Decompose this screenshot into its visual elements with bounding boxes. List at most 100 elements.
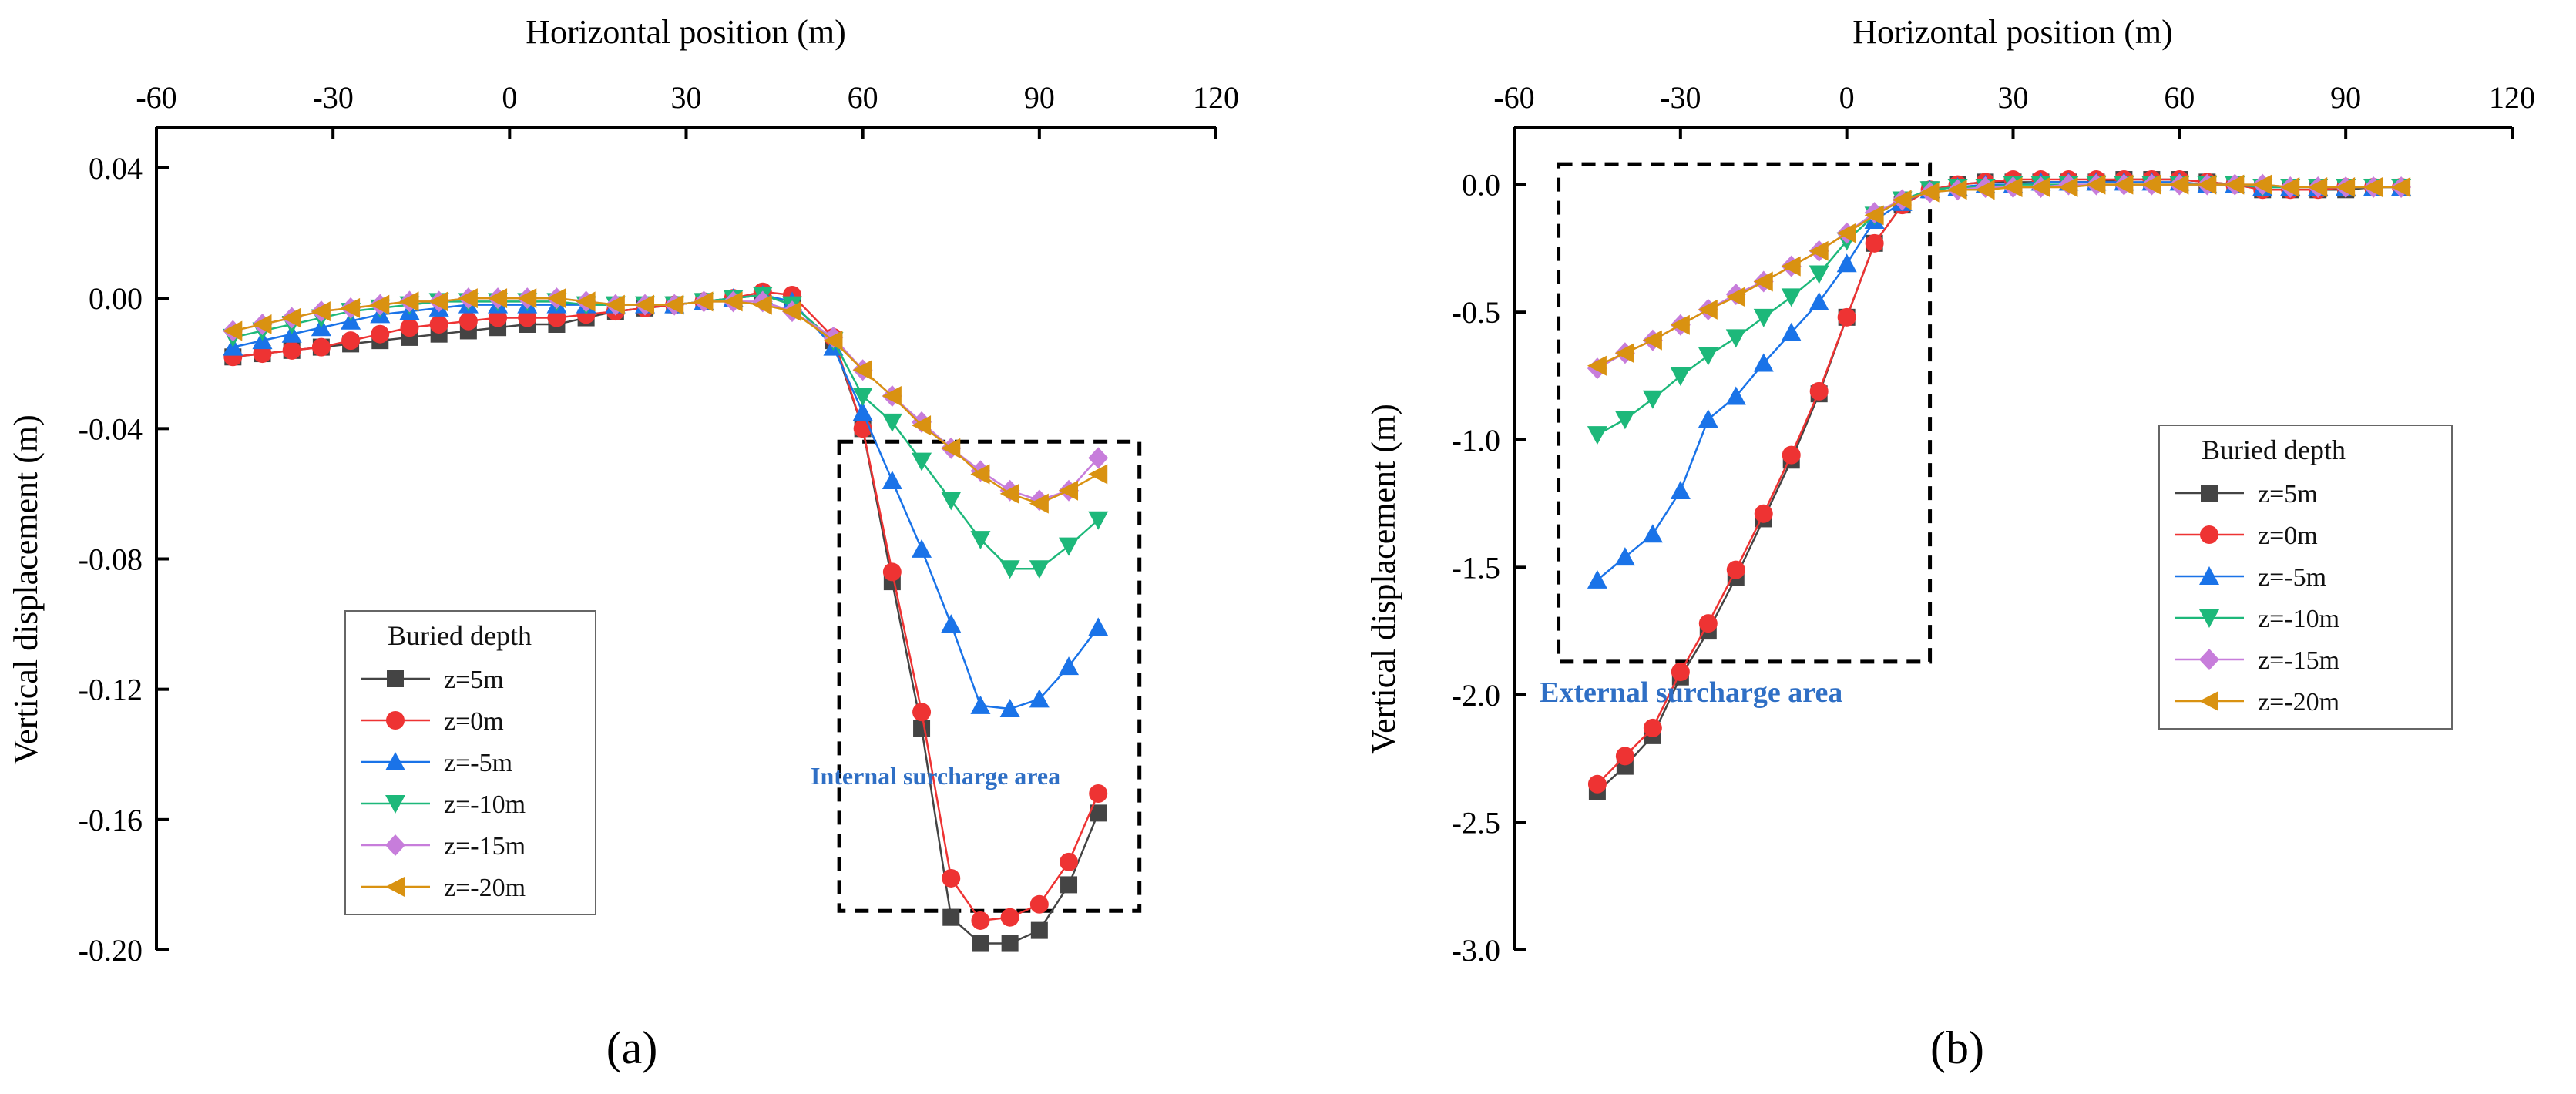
x-tick-label: 60	[848, 80, 878, 115]
data-point	[371, 324, 390, 344]
data-point	[576, 291, 596, 312]
data-point	[1642, 330, 1662, 351]
x-tick-label: 30	[1998, 80, 2029, 115]
data-point	[912, 415, 932, 436]
x-tick-label: -60	[136, 80, 176, 115]
data-point	[1781, 288, 1802, 307]
data-point	[1809, 381, 1829, 401]
data-point	[2363, 176, 2383, 197]
y-tick-label: -3.0	[1452, 933, 1500, 968]
legend-entry: z=-10m	[444, 790, 526, 819]
data-point	[458, 288, 478, 309]
x-tick-label: 90	[2330, 80, 2361, 115]
data-point	[1864, 205, 1884, 226]
data-point	[1725, 329, 1746, 348]
data-point	[1088, 511, 1109, 530]
legend-swatch-marker	[2199, 691, 2218, 711]
x-tick-label: 120	[2489, 80, 2535, 115]
legend-entry: z=-20m	[2258, 688, 2339, 716]
data-point	[1587, 426, 1607, 445]
legend-swatch-marker	[385, 834, 405, 856]
data-point	[913, 720, 931, 737]
data-point	[1698, 347, 1718, 366]
annotation-label: Internal surcharge area	[811, 762, 1060, 790]
data-point	[1089, 784, 1108, 803]
panel-label: (a)	[606, 1022, 658, 1073]
legend-swatch-marker	[2199, 649, 2219, 670]
data-point	[664, 294, 684, 315]
data-point	[370, 294, 390, 315]
data-point	[2141, 174, 2161, 195]
data-point	[2114, 174, 2134, 195]
y-tick-label: -0.08	[79, 542, 143, 577]
data-point	[1060, 876, 1078, 894]
chart-panel-b: Horizontal position (m) -60 -30 0 30 60 90 120 0…	[1365, 13, 2535, 1073]
legend-entry: z=-15m	[444, 832, 526, 861]
data-point	[1671, 663, 1690, 682]
data-point	[2308, 176, 2328, 197]
data-point	[752, 294, 772, 315]
data-point	[1614, 547, 1635, 566]
y-tick-label: 0.0	[1462, 168, 1500, 203]
data-point	[635, 294, 655, 315]
data-point	[1809, 240, 1829, 261]
data-point	[1614, 411, 1635, 430]
legend-swatch-marker	[385, 752, 405, 770]
data-point	[1670, 481, 1691, 499]
data-point	[2252, 174, 2272, 195]
data-point	[1000, 908, 1019, 927]
data-point	[852, 388, 873, 407]
y-axis-title: Vertical displacement (m)	[7, 414, 45, 764]
data-point	[1587, 355, 1607, 376]
legend-entry: z=-15m	[2258, 646, 2339, 675]
chart-panel-a: Horizontal position (m) -60 -30 0 30 60 90 120 0…	[7, 13, 1239, 1073]
legend-title: Buried depth	[2202, 435, 2346, 465]
x-tick-label: 0	[1839, 80, 1855, 115]
legend: Buried depth z=5m z=0m z=-5m z=-10m z=-15m z=-…	[2158, 425, 2453, 730]
data-point	[970, 464, 990, 485]
series-line	[233, 297, 1099, 505]
data-point	[971, 911, 990, 930]
legend-entry: z=0m	[2258, 522, 2318, 550]
data-point	[1753, 308, 1774, 327]
data-point	[999, 699, 1020, 718]
legend-swatch-marker	[2199, 609, 2219, 628]
y-tick-label: -1.5	[1452, 550, 1500, 585]
data-point	[1781, 322, 1802, 341]
y-tick-label: -0.5	[1452, 295, 1500, 330]
data-point	[694, 291, 714, 312]
data-point	[912, 539, 932, 558]
legend-entry: z=-5m	[444, 749, 512, 777]
x-tick-label: 60	[2164, 80, 2195, 115]
data-point	[428, 291, 448, 312]
legend-swatch-marker	[387, 670, 404, 687]
series-line	[1597, 183, 2402, 367]
surcharge-area-box	[1557, 162, 1933, 664]
legend-swatch-marker	[385, 795, 405, 814]
data-point	[942, 908, 960, 926]
x-tick-label: -60	[1493, 80, 1534, 115]
legend-swatch-marker	[2199, 566, 2219, 585]
data-point	[2058, 176, 2078, 197]
data-point	[341, 331, 361, 351]
y-tick-label: -0.12	[79, 673, 143, 707]
data-point	[1725, 386, 1746, 405]
data-point	[1001, 935, 1019, 952]
data-point	[1642, 390, 1663, 409]
data-point	[1781, 256, 1801, 277]
data-point	[970, 531, 991, 550]
data-point	[941, 492, 962, 511]
data-point	[400, 318, 419, 337]
data-point	[782, 301, 801, 322]
data-point	[823, 331, 843, 351]
data-point	[2003, 176, 2023, 197]
legend-swatch-marker	[2201, 485, 2218, 502]
data-point	[1088, 447, 1109, 469]
data-point	[1060, 852, 1079, 871]
data-point	[852, 402, 873, 421]
x-tick-label: 0	[502, 80, 517, 115]
y-tick-label: -0.16	[79, 803, 143, 837]
data-point	[1865, 233, 1884, 253]
data-point	[1836, 223, 1856, 243]
